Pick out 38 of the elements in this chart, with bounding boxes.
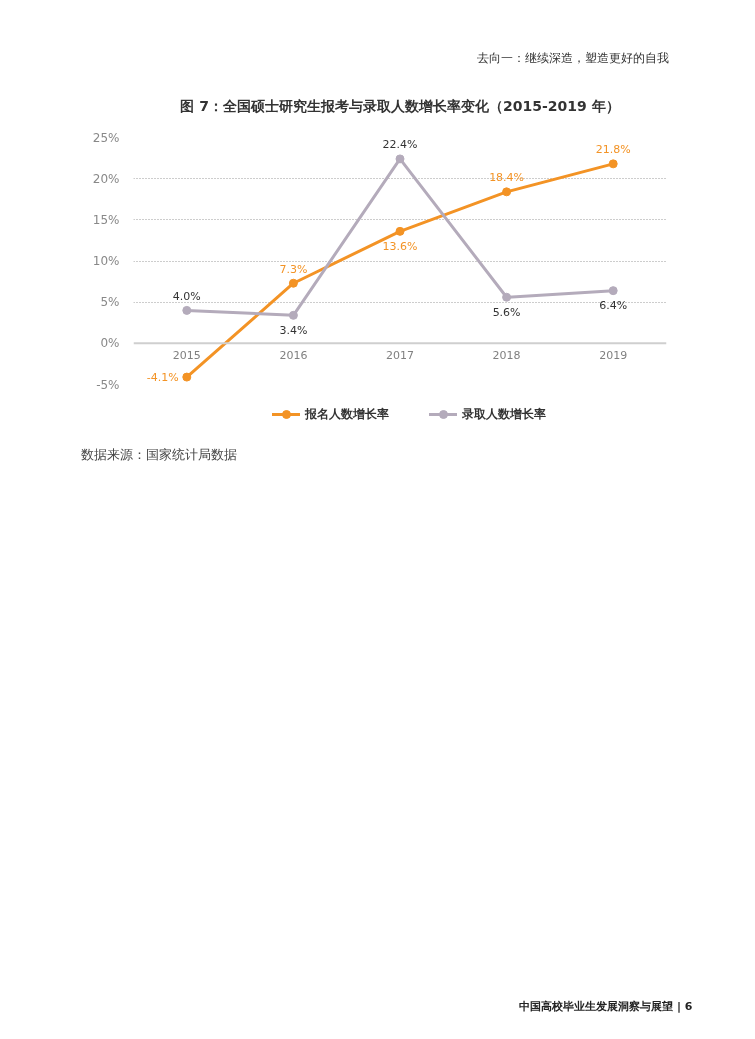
data-label: 5.6% — [492, 305, 521, 319]
point — [608, 286, 618, 296]
data-label: 21.8% — [595, 143, 631, 157]
data-label: -4.1% — [146, 370, 179, 384]
data-label: 13.6% — [382, 239, 418, 253]
point — [608, 159, 618, 169]
y-tick-label: 20% — [92, 171, 120, 186]
data-label: 7.3% — [279, 262, 308, 276]
chart-title: 图 7：全国硕士研究生报考与录取人数增长率变化（2015-2019 年） — [180, 97, 620, 114]
point — [395, 226, 405, 236]
point — [182, 305, 192, 315]
y-tick-label: 15% — [92, 212, 120, 227]
point — [502, 292, 512, 302]
x-tick-label: 2019 — [599, 349, 628, 363]
text: 中国高校毕业生发展洞察与展望 | 6 — [519, 999, 693, 1013]
y-tick-label: 10% — [92, 254, 120, 268]
data-label: 6.4% — [599, 299, 628, 313]
data-label: 18.4% — [489, 171, 525, 185]
legend-label: 报名人数增长率 — [305, 405, 389, 423]
y-tick-label: -5% — [96, 377, 120, 392]
point — [288, 278, 298, 288]
y-tick-label: 0% — [100, 336, 120, 351]
text: 去向一：继续深造，塑造更好的自我 — [476, 50, 669, 65]
point — [502, 187, 512, 197]
point — [395, 154, 405, 164]
source-note: 数据来源：国家统计局数据 — [80, 446, 237, 462]
y-tick-label: 25% — [92, 130, 120, 145]
y-tick-label: 5% — [100, 295, 120, 310]
x-tick-label: 2015 — [172, 349, 201, 363]
point — [182, 372, 192, 382]
data-label: 4.0% — [172, 289, 201, 303]
x-tick-label: 2018 — [492, 349, 521, 363]
data-label: 22.4% — [382, 138, 418, 152]
point — [288, 310, 298, 320]
legend-label: 录取人数增长率 — [462, 405, 546, 423]
data-label: 3.4% — [279, 323, 308, 337]
x-tick-label: 2016 — [279, 349, 308, 363]
x-tick-label: 2017 — [386, 349, 414, 363]
